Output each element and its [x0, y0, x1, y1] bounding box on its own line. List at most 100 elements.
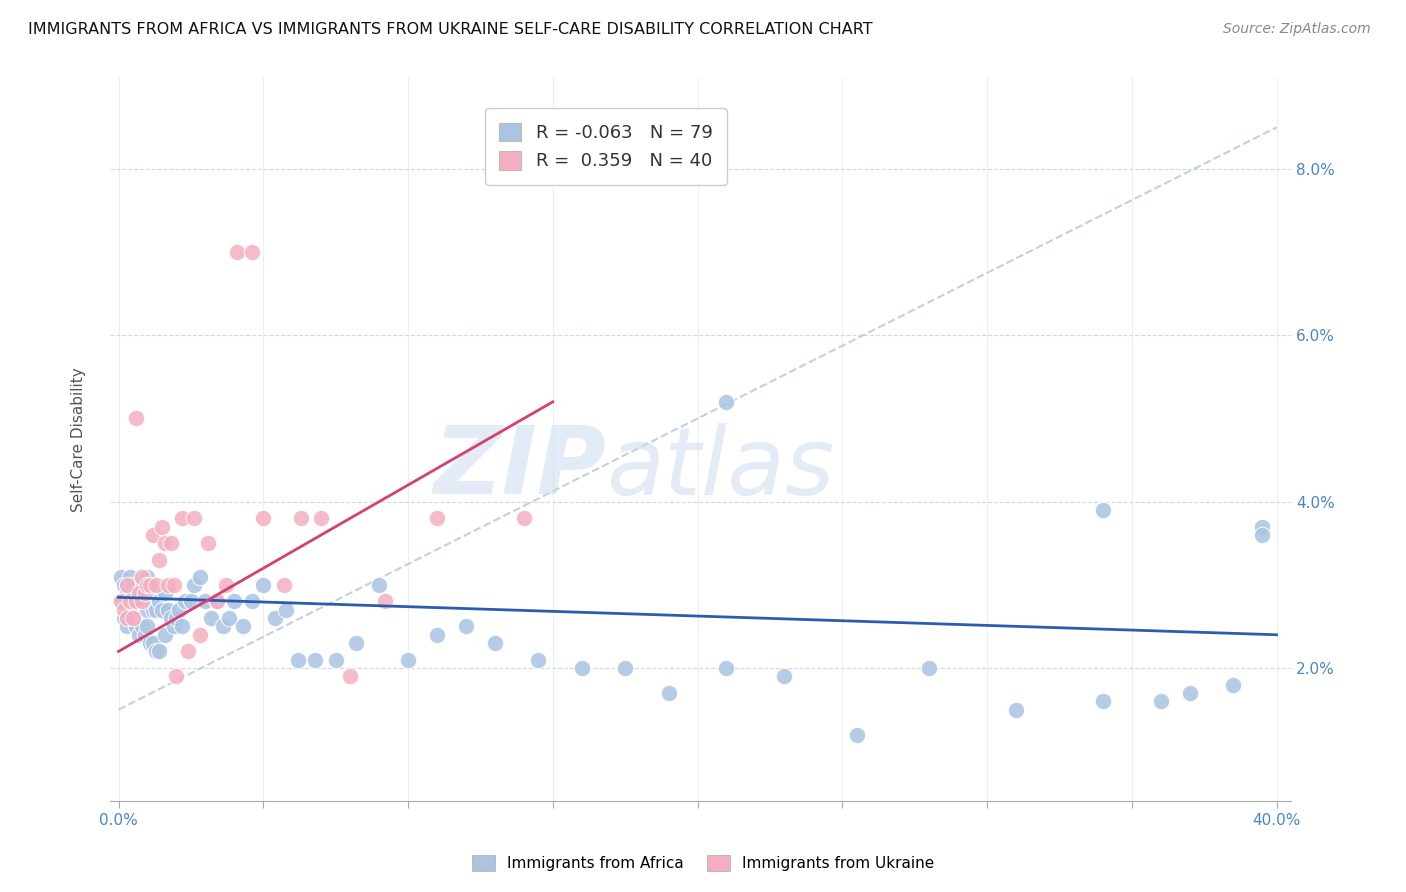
Point — [396, 653, 419, 667]
Point — [716, 395, 738, 409]
Text: ZIP: ZIP — [433, 422, 606, 514]
Point — [131, 569, 153, 583]
Point — [128, 628, 150, 642]
Point — [112, 603, 135, 617]
Point — [159, 536, 181, 550]
Point — [197, 536, 219, 550]
Point — [150, 603, 173, 617]
Point — [134, 628, 156, 642]
Point — [263, 611, 285, 625]
Point — [205, 594, 228, 608]
Point — [153, 628, 176, 642]
Point — [368, 578, 391, 592]
Point — [159, 611, 181, 625]
Point — [120, 603, 142, 617]
Point — [658, 686, 681, 700]
Point — [571, 661, 593, 675]
Point — [145, 644, 167, 658]
Point — [131, 594, 153, 608]
Point — [211, 619, 233, 633]
Point — [614, 661, 637, 675]
Point — [150, 519, 173, 533]
Point — [325, 653, 347, 667]
Point — [156, 603, 179, 617]
Point — [115, 619, 138, 633]
Point — [122, 611, 145, 625]
Point — [145, 578, 167, 592]
Point — [224, 594, 246, 608]
Point — [136, 578, 159, 592]
Point — [136, 569, 159, 583]
Point — [218, 611, 240, 625]
Point — [162, 619, 184, 633]
Point — [128, 586, 150, 600]
Point — [139, 594, 162, 608]
Point — [112, 578, 135, 592]
Point — [120, 569, 142, 583]
Y-axis label: Self-Care Disability: Self-Care Disability — [72, 367, 86, 512]
Point — [125, 586, 148, 600]
Point — [165, 611, 187, 625]
Point — [183, 511, 205, 525]
Point — [276, 603, 298, 617]
Point — [139, 636, 162, 650]
Text: Source: ZipAtlas.com: Source: ZipAtlas.com — [1223, 22, 1371, 37]
Point — [845, 728, 868, 742]
Point — [156, 578, 179, 592]
Point — [309, 511, 332, 525]
Point — [131, 578, 153, 592]
Point — [115, 586, 138, 600]
Point — [165, 669, 187, 683]
Point — [226, 245, 249, 260]
Point — [162, 578, 184, 592]
Point — [484, 636, 506, 650]
Point — [148, 644, 170, 658]
Point — [136, 603, 159, 617]
Point — [1005, 703, 1028, 717]
Point — [145, 603, 167, 617]
Point — [252, 511, 274, 525]
Point — [1251, 528, 1274, 542]
Point — [214, 578, 236, 592]
Point — [142, 603, 165, 617]
Point — [232, 619, 254, 633]
Point — [183, 578, 205, 592]
Point — [110, 594, 132, 608]
Point — [174, 594, 197, 608]
Point — [136, 619, 159, 633]
Point — [142, 636, 165, 650]
Text: atlas: atlas — [606, 423, 834, 514]
Point — [125, 619, 148, 633]
Point — [426, 628, 449, 642]
Point — [125, 594, 148, 608]
Point — [290, 511, 312, 525]
Text: IMMIGRANTS FROM AFRICA VS IMMIGRANTS FROM UKRAINE SELF-CARE DISABILITY CORRELATI: IMMIGRANTS FROM AFRICA VS IMMIGRANTS FRO… — [28, 22, 873, 37]
Point — [287, 653, 309, 667]
Point — [134, 586, 156, 600]
Point — [1251, 519, 1274, 533]
Point — [716, 661, 738, 675]
Point — [273, 578, 295, 592]
Point — [240, 594, 263, 608]
Point — [426, 511, 449, 525]
Point — [527, 653, 550, 667]
Point — [172, 619, 194, 633]
Point — [142, 528, 165, 542]
Point — [1178, 686, 1201, 700]
Point — [115, 611, 138, 625]
Point — [374, 594, 396, 608]
Point — [153, 536, 176, 550]
Point — [153, 586, 176, 600]
Point — [139, 578, 162, 592]
Point — [115, 578, 138, 592]
Point — [339, 669, 361, 683]
Point — [200, 611, 222, 625]
Point — [180, 594, 202, 608]
Legend: Immigrants from Africa, Immigrants from Ukraine: Immigrants from Africa, Immigrants from … — [465, 849, 941, 877]
Point — [110, 594, 132, 608]
Point — [240, 245, 263, 260]
Point — [188, 569, 211, 583]
Point — [188, 628, 211, 642]
Point — [122, 611, 145, 625]
Point — [1091, 694, 1114, 708]
